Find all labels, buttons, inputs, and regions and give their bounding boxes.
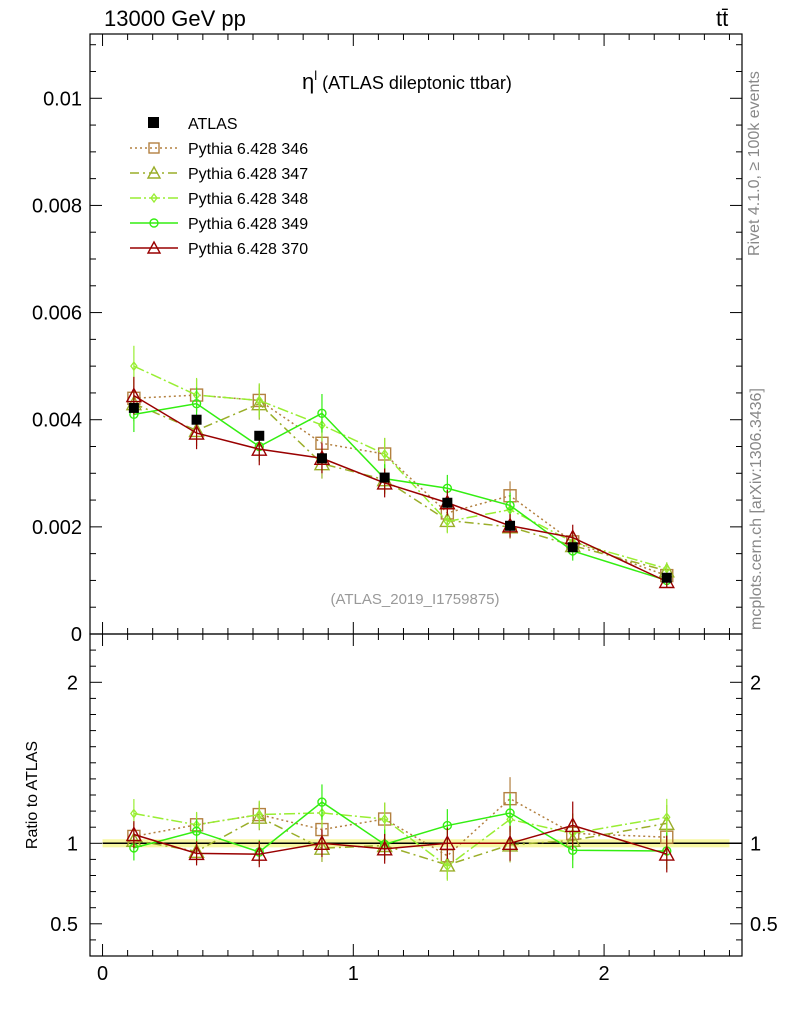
upper-ytick-label: 0.01 [43,88,82,110]
upper-ytick-label: 0.008 [32,195,82,217]
series-point-p348 [662,563,671,574]
ratio-point-p370 [188,844,205,861]
atlas-point [505,520,516,531]
legend-label-p370: Pythia 6.428 370 [188,241,308,258]
analysis-id-label: (ATLAS_2019_I1759875) [330,591,499,608]
atlas-point [316,453,327,464]
lower-ylabel: Ratio to ATLAS [24,741,41,849]
series-point-p348 [130,361,138,372]
ratio-point-p370 [313,834,331,850]
atlas-point [661,572,672,583]
process-label: tt̄ [716,6,729,31]
ratio-point-p370 [439,834,456,850]
lower-ytick-label-right: 2 [750,672,761,694]
series-point-p348 [255,395,264,406]
upper-ytick-label: 0.004 [32,410,82,432]
ratio-point-p370 [125,826,143,842]
ratio-point-p370 [376,840,393,856]
lower-ytick-label-right: 0.5 [750,914,778,936]
legend-marker-p348 [150,192,158,204]
ratio-point-p348 [380,813,389,825]
xtick-label: 0 [97,963,108,985]
upper-ytick-label: 0.006 [32,303,82,325]
legend-label-p348: Pythia 6.428 348 [188,191,308,208]
ratio-point-p348 [443,861,452,872]
ratio-point-p370 [658,845,675,861]
atlas-point [128,402,139,413]
legend-label-p349: Pythia 6.428 349 [188,216,308,233]
lower-ytick-label: 1 [67,833,78,855]
ratio-point-p348 [662,812,671,823]
series-point-p348 [380,448,389,460]
lower-ytick-label: 0.5 [50,914,78,936]
series-point-p370 [125,387,143,403]
legend-marker-p370 [146,240,162,254]
series-point-p348 [443,516,452,527]
legend-marker-atlas [148,117,159,128]
ratio-point-p370 [501,834,519,850]
lower-ytick-label-right: 1 [750,833,761,855]
energy-label: 13000 GeV pp [104,6,246,31]
atlas-point [567,542,578,553]
series-point-p370 [188,424,205,440]
series-point-p349 [317,408,327,418]
series-point-p349 [505,500,515,511]
lower-frame [89,633,743,957]
ratio-point-p349 [505,808,515,818]
chart-title: ηl (ATLAS dileptonic ttbar) [302,68,512,94]
ratio-point-p370 [251,845,268,861]
ratio-point-p348 [255,809,264,820]
legend-label-p347: Pythia 6.428 347 [188,166,308,183]
atlas-point [191,414,202,425]
ratio-point-p349 [191,826,202,836]
legend-marker-p346 [148,142,160,154]
series-line-p346 [133,394,668,577]
rivet-version-label: Rivet 4.1.0, ≥ 100k events [746,71,763,256]
series-line-p349 [133,402,667,582]
atlas-point [442,497,453,508]
source-label: mcplots.cern.ch [arXiv:1306.3436] [748,388,765,630]
xtick-label: 2 [599,963,610,985]
legend-label-atlas: ATLAS [188,116,238,133]
atlas-point [379,472,390,483]
legend-label-p346: Pythia 6.428 346 [188,141,308,158]
series-point-p370 [251,440,268,456]
legend-marker-p349 [149,218,159,228]
xtick-label: 1 [348,963,359,985]
lower-ytick-label: 2 [67,672,78,694]
series-point-p349 [191,398,202,409]
legend-marker-p347 [146,165,162,179]
series-line-p370 [133,394,668,583]
atlas-point [254,430,265,441]
ratio-point-p349 [317,797,327,807]
upper-ytick-label: 0 [71,624,82,646]
ratio-point-p370 [564,816,581,833]
upper-ytick-label: 0.002 [32,517,82,539]
series-line-p348 [133,365,667,570]
ratio-point-p348 [130,808,138,819]
